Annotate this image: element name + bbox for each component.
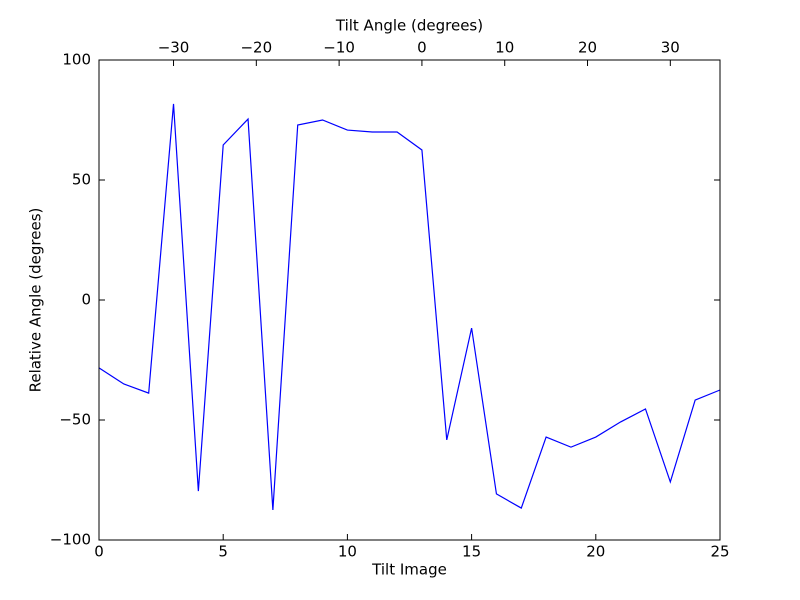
y-tick-label: 0 (81, 291, 91, 309)
x-tick-label: 10 (338, 543, 357, 561)
x-tick-label: 25 (710, 543, 729, 561)
y-tick-label: −100 (50, 531, 91, 549)
y-tick-label: −50 (59, 411, 91, 429)
x-tick-label: 20 (586, 543, 605, 561)
y-tick-label: 50 (72, 171, 91, 189)
x2-tick-label: −30 (158, 39, 190, 57)
y-axis-label: Relative Angle (degrees) (27, 208, 45, 393)
data-line (98, 103, 721, 511)
x2-tick-label: 20 (578, 39, 597, 57)
x-tick-label: 0 (94, 543, 104, 561)
x-tick-label: 5 (218, 543, 228, 561)
plot-frame (98, 59, 721, 541)
x2-tick-label: −20 (240, 39, 272, 57)
x2-tick-label: −10 (323, 39, 355, 57)
y-tick-label: 100 (62, 51, 91, 69)
x2-axis-label: Tilt Angle (degrees) (335, 17, 483, 35)
x2-tick-label: 10 (495, 39, 514, 57)
x2-tick-label: 30 (661, 39, 680, 57)
x-tick-label: 15 (462, 543, 481, 561)
x-axis-label: Tilt Image (371, 561, 447, 579)
x2-tick-label: 0 (417, 39, 427, 57)
